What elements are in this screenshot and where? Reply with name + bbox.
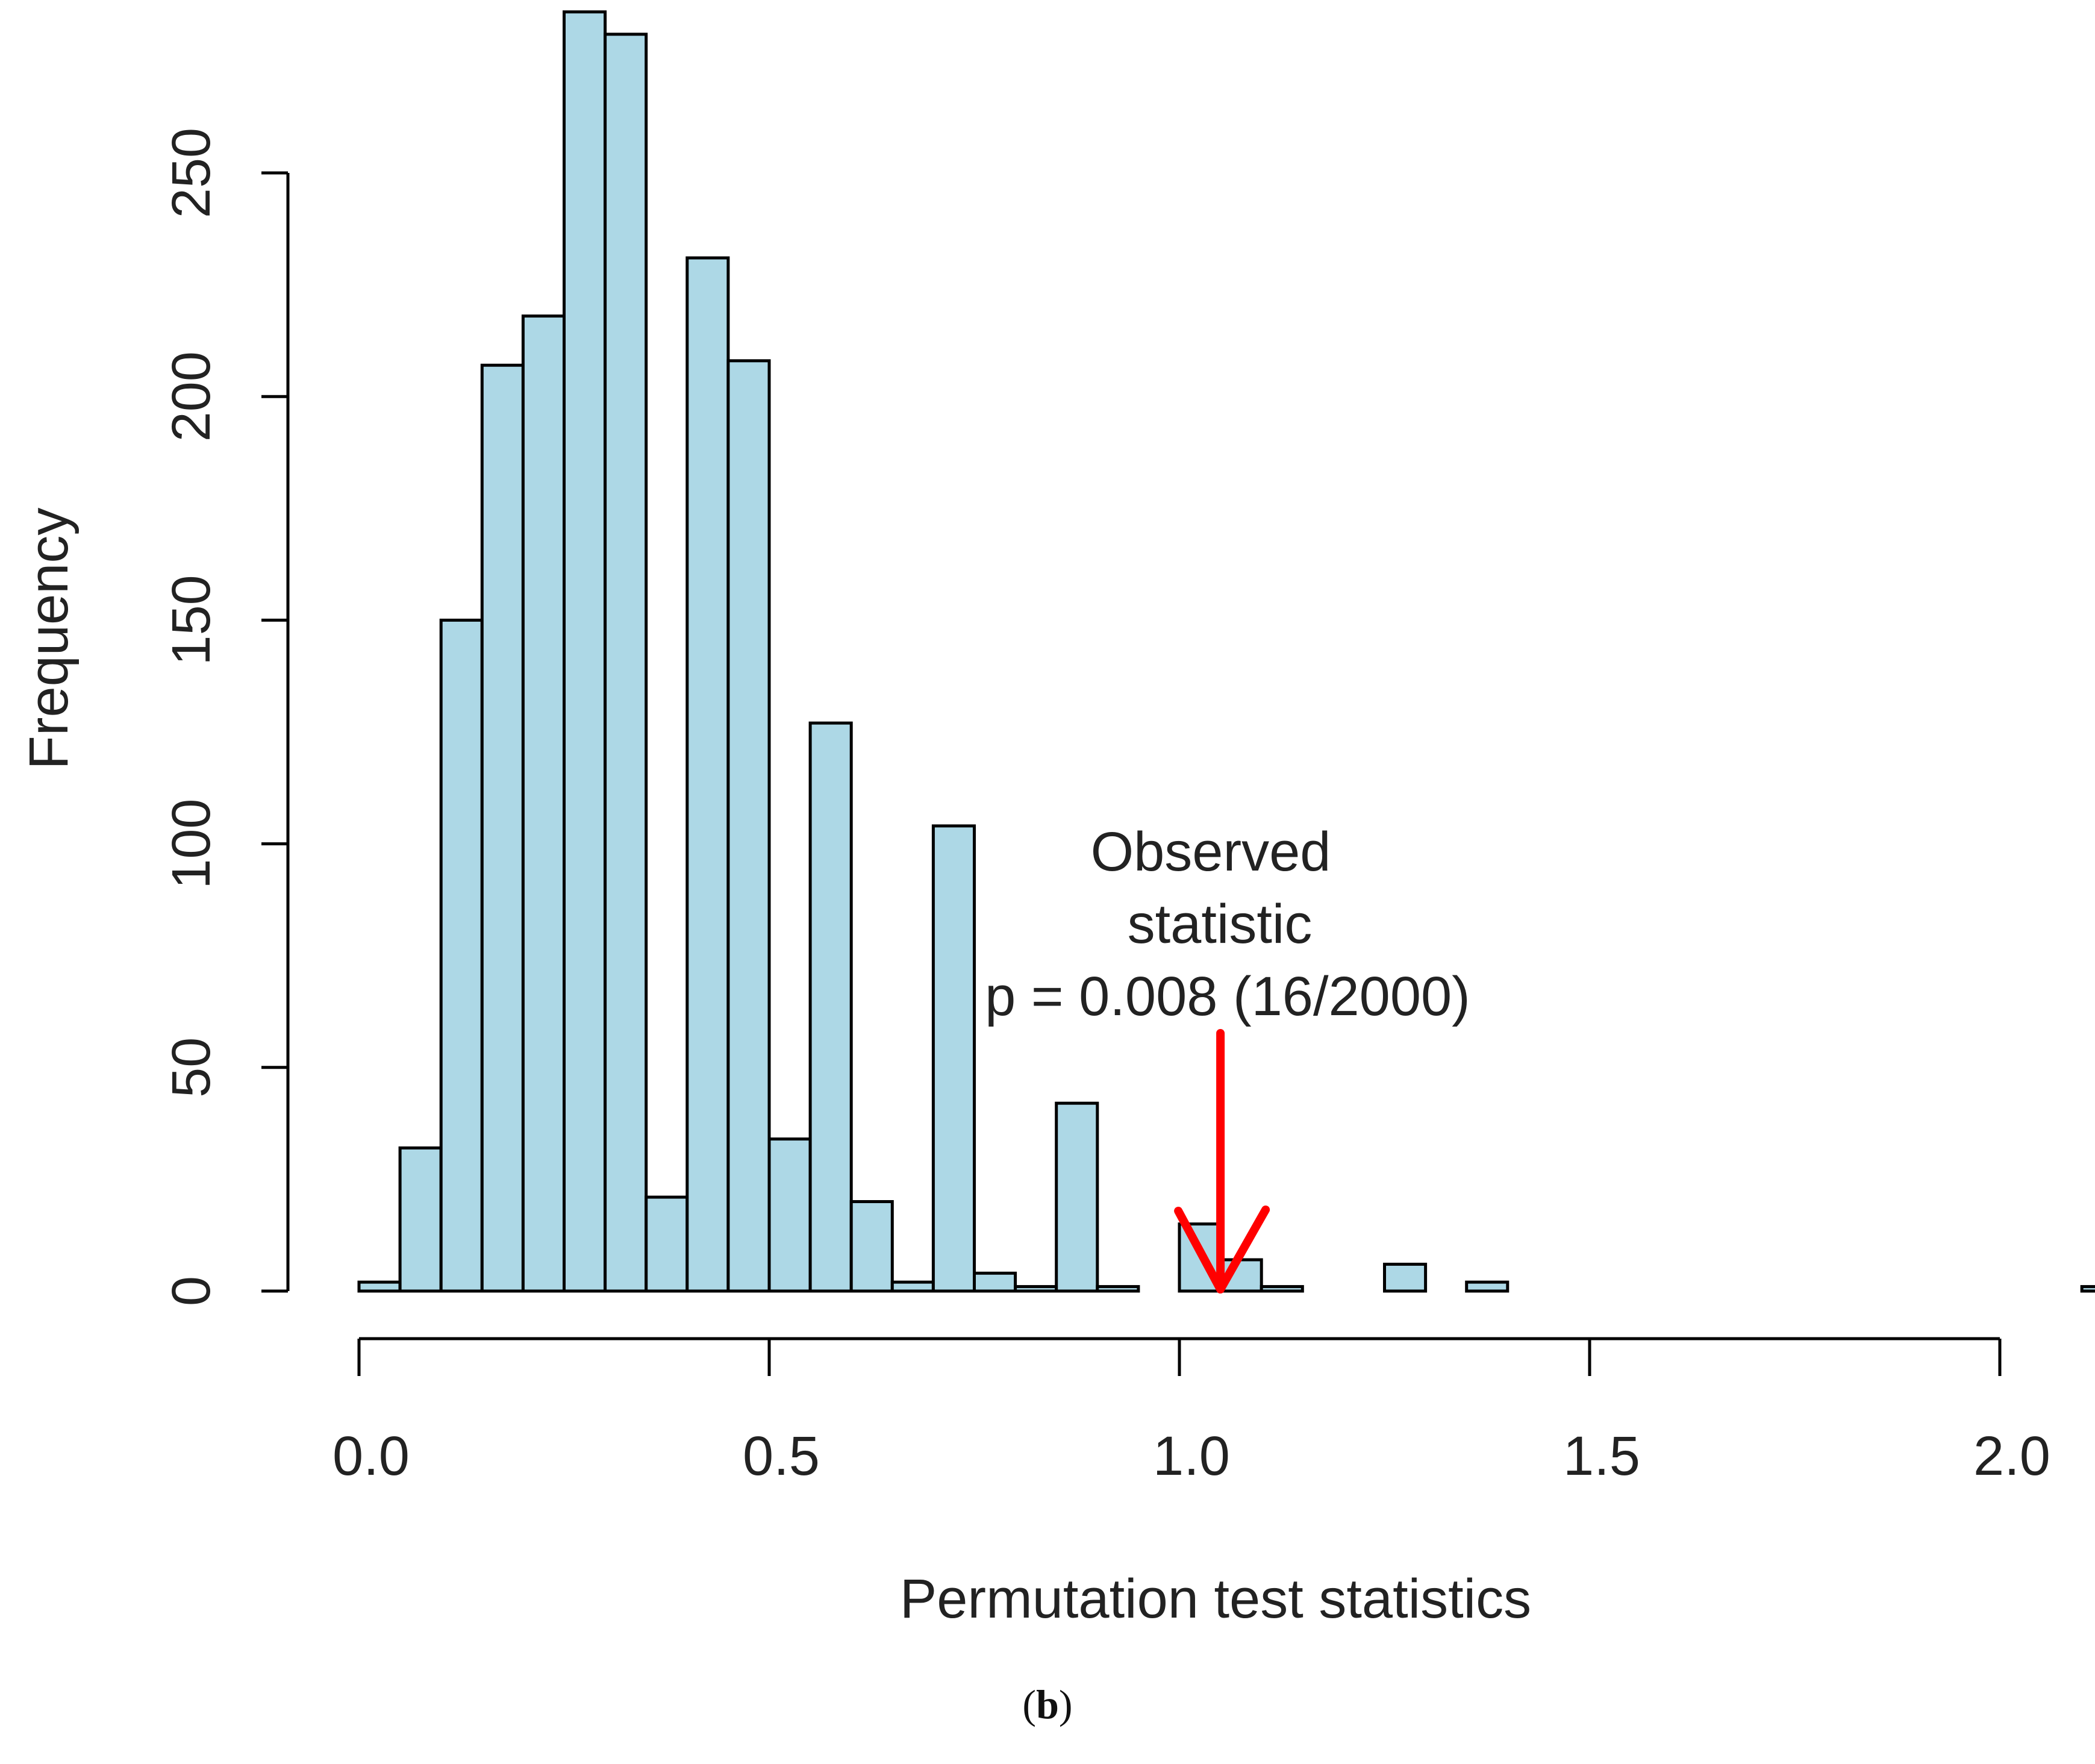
histogram-bar [1055,1101,1099,1293]
caption-label: b [1036,1681,1059,1727]
caption-close: ) [1058,1681,1073,1727]
histogram-bar [685,256,730,1293]
histogram-bar [890,1280,935,1293]
x-tick-label: 0.5 [743,1425,820,1487]
histogram-bar [973,1271,1017,1293]
histogram-bar [767,1137,812,1293]
annotation-line-statistic: statistic [1128,893,1313,955]
histogram-bar [849,1200,894,1293]
y-tick-label: 50 [161,1037,222,1098]
x-axis: 0.0 0.5 1.0 1.5 2.0 [333,1337,2050,1487]
histogram-bar [480,363,525,1293]
caption-open: ( [1022,1681,1037,1727]
arrow-head [1174,1206,1270,1293]
histogram-bar [439,618,484,1293]
y-tick-label: 250 [161,128,222,218]
histogram-bar [808,721,853,1293]
figure-caption: (b) [0,1681,2095,1728]
histogram-bar [726,359,771,1293]
histogram-bar [398,1146,443,1293]
x-tick-label: 1.5 [1563,1425,1640,1487]
histogram-bar [1383,1262,1428,1293]
histogram-bar [1260,1285,1304,1293]
histogram-bar [1465,1280,1510,1293]
y-axis-label: Frequency [18,508,80,770]
y-tick-label: 150 [161,575,222,665]
x-tick-label: 0.0 [333,1425,410,1487]
y-axis: 0 50 100 150 200 250 [161,128,290,1306]
histogram-bar [2080,1285,2095,1293]
histogram-bar [604,33,648,1293]
histogram-bar [357,1280,402,1293]
histogram-bar [931,824,976,1293]
histogram-bar [563,10,607,1293]
x-axis-label: Permutation test statistics [900,1568,1531,1630]
y-tick-label: 100 [161,799,222,889]
y-tick-label: 0 [161,1276,222,1306]
histogram-bar [521,314,566,1293]
annotation-line-pvalue: p = 0.008 (16/2000) [985,966,1470,1027]
histogram-bar [1096,1285,1140,1293]
y-tick-label: 200 [161,351,222,442]
x-tick-label: 1.0 [1153,1425,1230,1487]
annotation-line-observed: Observed [1091,821,1331,883]
x-tick-label: 2.0 [1973,1425,2050,1487]
histogram-bar [1014,1285,1058,1293]
histogram-bar [645,1195,689,1293]
observed-arrow-icon [1174,1029,1270,1293]
bars-group [357,10,2095,1293]
histogram-bar [1178,1222,1222,1293]
observed-annotation: Observed statistic p = 0.008 (16/2000) [985,821,1470,1293]
